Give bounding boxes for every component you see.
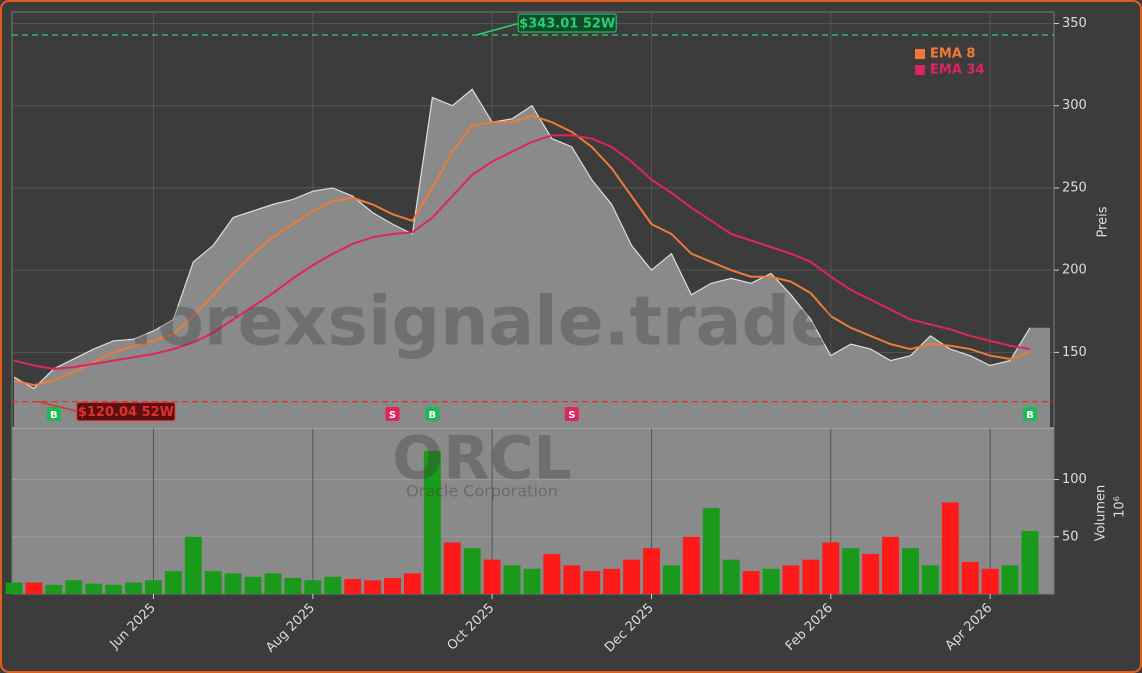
volume-bar: [682, 536, 700, 594]
volume-bar: [364, 580, 382, 594]
signal-box: [385, 407, 400, 421]
signal-box: [1023, 407, 1037, 421]
volume-bar: [583, 571, 601, 594]
volume-bar: [65, 580, 83, 594]
volume-bar: [423, 450, 441, 594]
volume-bar: [961, 561, 979, 594]
legend-swatch: [915, 49, 925, 59]
annotation-box: [517, 13, 617, 33]
price-area: [14, 89, 1050, 428]
volume-bar: [105, 584, 123, 594]
volume-bar: [483, 559, 501, 594]
volume-bar: [802, 559, 820, 594]
volume-bar: [25, 582, 43, 594]
volume-bar: [1021, 531, 1039, 594]
volume-bar: [204, 571, 222, 594]
signal-label: S: [389, 410, 396, 421]
volume-bar: [981, 568, 999, 594]
signal-label: B: [429, 410, 437, 421]
y-tick-label: 100: [1062, 472, 1087, 487]
legend-swatch: [915, 65, 925, 75]
volume-bar: [324, 576, 342, 594]
volume-bar: [244, 576, 262, 594]
volume-bar: [643, 548, 660, 594]
volume-bar: [902, 548, 919, 594]
volume-bar: [384, 577, 401, 594]
ema-line: [13, 114, 1031, 387]
volume-bar: [762, 568, 780, 594]
volume-bar: [722, 559, 740, 594]
annotation-arrow: [475, 22, 521, 36]
volume-bar: [85, 583, 103, 594]
company: Oracle Corporation: [406, 482, 558, 501]
signal-box: [425, 407, 440, 421]
signal-label: B: [50, 410, 58, 421]
volume-bar: [662, 565, 680, 594]
volume-bar: [921, 565, 939, 594]
y-label: Preis: [1096, 206, 1111, 237]
y-tick-label: 50: [1062, 529, 1079, 544]
annotation-box: [76, 402, 176, 422]
volume-bar: [5, 582, 23, 594]
volume-bar: [144, 580, 162, 594]
volume-bar: [503, 565, 521, 594]
volume-bar: [224, 573, 242, 594]
ticker: ORCL: [392, 424, 571, 494]
volume-bar: [563, 565, 581, 594]
signal-label: B: [1026, 410, 1034, 421]
annotation-arrow: [37, 400, 80, 413]
volume-bar: [702, 508, 720, 594]
annotation-label: $120.04 52W: [78, 405, 174, 420]
legend-label: EMA 8: [930, 47, 975, 62]
volume-bar: [284, 577, 302, 594]
volume-bar: [862, 553, 880, 594]
volume-bar: [125, 582, 142, 594]
y-tick-label: 300: [1062, 98, 1087, 113]
volume-bar: [742, 571, 760, 594]
volume-bar: [782, 565, 800, 594]
volume-bar: [842, 548, 860, 594]
y-tick-label: 250: [1062, 180, 1087, 195]
volume-bar: [463, 548, 481, 594]
volume-bar: [403, 573, 421, 594]
volume-bar: [603, 568, 621, 594]
signal-label: S: [568, 410, 575, 421]
annotation-label: $343.01 52W: [519, 17, 615, 32]
y-tick-label: 350: [1062, 16, 1087, 31]
watermark: forexsignale.trade: [128, 283, 837, 362]
volume-bar: [822, 542, 840, 594]
volume-bar: [543, 553, 561, 594]
legend-label: EMA 34: [930, 63, 985, 78]
ema-line: [13, 134, 1031, 370]
volume-bar: [882, 536, 900, 594]
signal-box: [46, 407, 61, 421]
price-line: [13, 88, 1031, 390]
volume-bar: [45, 584, 63, 594]
signal-box: [564, 407, 579, 421]
volume-bar: [304, 580, 322, 594]
volume-bar: [1001, 565, 1019, 594]
y-tick-label: 200: [1062, 263, 1087, 278]
volume-bar: [184, 536, 202, 594]
volume-bar: [264, 573, 282, 594]
volume-bar: [941, 502, 959, 594]
volume-bar: [164, 571, 182, 594]
volume-bar: [523, 568, 541, 594]
volume-label: Volumen: [1094, 485, 1109, 542]
volume-bar: [443, 542, 461, 594]
volume-bar: [623, 559, 641, 594]
volume-scale: 10⁶: [1113, 496, 1128, 518]
y-tick-label: 150: [1062, 345, 1087, 360]
volume-bar: [344, 579, 362, 594]
